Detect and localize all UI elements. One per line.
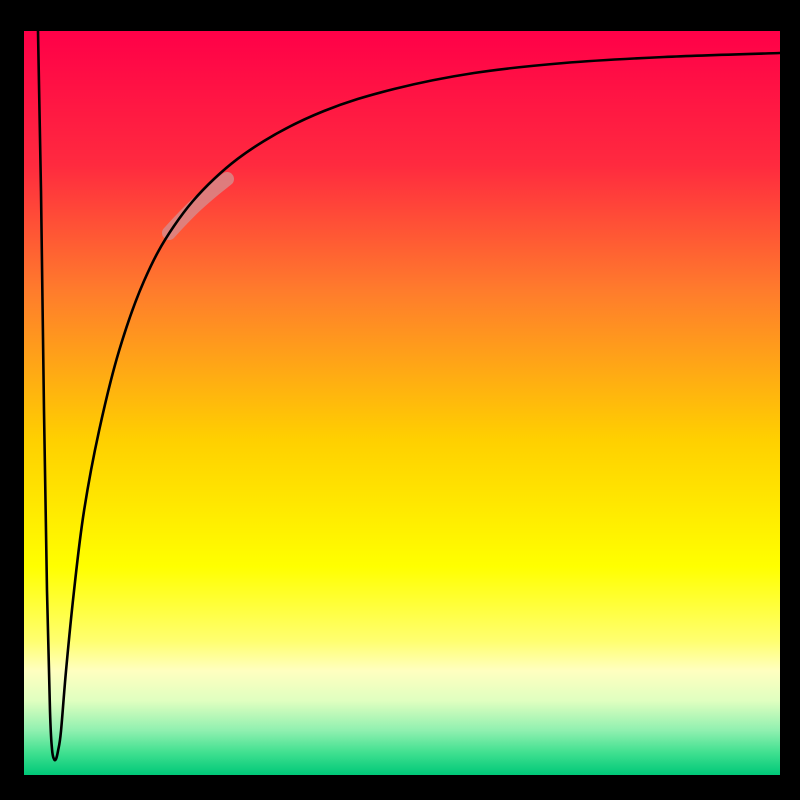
chart-container: TheBottleneck.com	[0, 0, 800, 800]
main-curve	[38, 31, 780, 760]
highlight-segment	[169, 179, 227, 233]
frame-bottom	[0, 775, 800, 800]
frame-left	[0, 0, 24, 800]
plot-area	[24, 31, 780, 775]
bottleneck-curve	[24, 31, 780, 775]
frame-top	[0, 0, 800, 31]
frame-right	[780, 0, 800, 800]
